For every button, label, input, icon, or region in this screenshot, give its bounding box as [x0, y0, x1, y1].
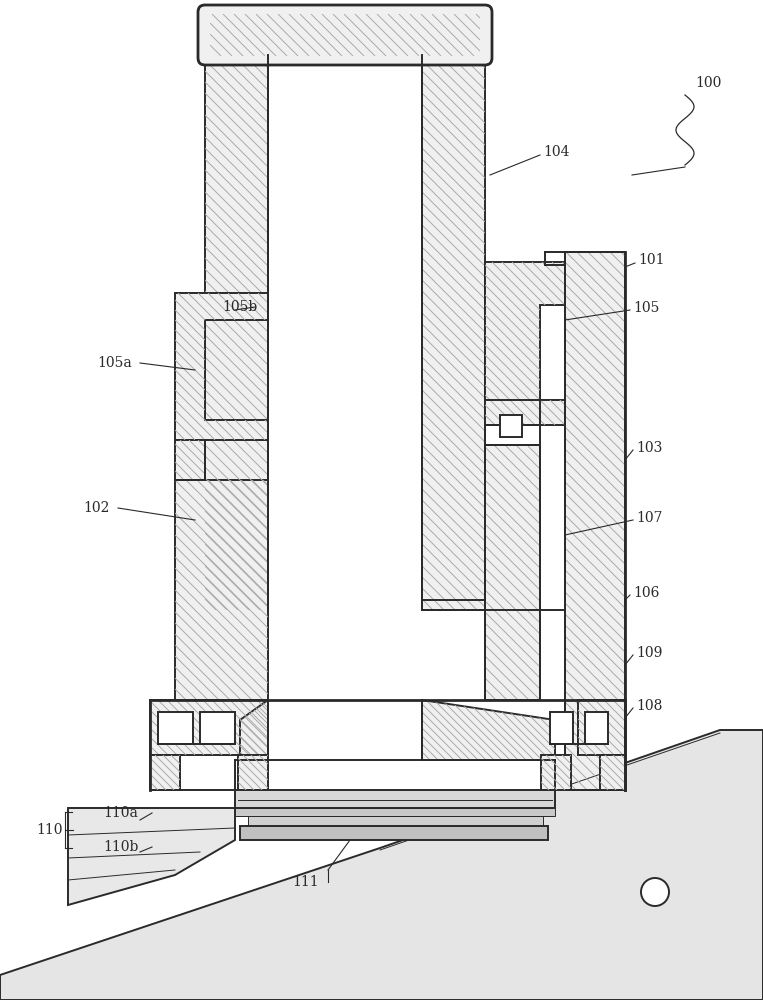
Bar: [158, 712, 193, 744]
Bar: [175, 480, 268, 700]
Text: 110a: 110a: [103, 806, 138, 820]
Bar: [150, 755, 180, 790]
Bar: [565, 252, 625, 790]
Bar: [578, 700, 625, 755]
Bar: [205, 18, 268, 610]
Polygon shape: [205, 18, 485, 55]
Text: 108: 108: [636, 699, 662, 713]
Bar: [200, 712, 235, 744]
Polygon shape: [485, 262, 565, 425]
Bar: [600, 755, 625, 790]
Text: 102: 102: [83, 501, 109, 515]
Text: 107: 107: [636, 511, 662, 525]
Text: 110: 110: [36, 823, 63, 837]
Bar: [210, 14, 480, 56]
Polygon shape: [68, 808, 235, 905]
Bar: [550, 712, 573, 744]
Text: 111: 111: [292, 875, 319, 889]
Text: 106: 106: [633, 586, 659, 600]
Text: 105: 105: [633, 301, 659, 315]
Text: 105b: 105b: [222, 300, 257, 314]
Bar: [235, 790, 555, 808]
Bar: [238, 755, 268, 790]
Text: 109: 109: [636, 646, 662, 660]
Text: 110b: 110b: [103, 840, 138, 854]
Bar: [235, 808, 555, 816]
Bar: [541, 755, 571, 790]
Bar: [240, 826, 548, 840]
Bar: [585, 712, 608, 744]
Text: 104: 104: [543, 145, 569, 159]
Polygon shape: [175, 293, 268, 440]
Text: 100: 100: [695, 76, 721, 90]
Text: 101: 101: [638, 253, 665, 267]
Text: 105a: 105a: [97, 356, 132, 370]
Bar: [500, 415, 522, 437]
Circle shape: [641, 878, 669, 906]
Bar: [422, 18, 485, 610]
Polygon shape: [240, 700, 268, 760]
Polygon shape: [0, 730, 763, 1000]
Bar: [485, 445, 540, 700]
Polygon shape: [422, 700, 555, 760]
Bar: [175, 440, 205, 480]
Bar: [150, 700, 268, 755]
Bar: [248, 816, 543, 826]
FancyBboxPatch shape: [198, 5, 492, 65]
Text: 103: 103: [636, 441, 662, 455]
